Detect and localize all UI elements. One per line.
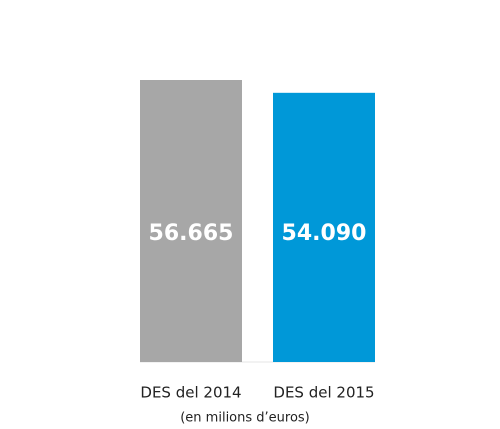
x-tick-label: DES del 2015 [273,384,374,402]
bar [140,80,242,362]
x-axis-label: (en milions d’euros) [180,411,310,426]
value-label: 56.665 [149,221,234,246]
bar [273,92,375,362]
value-label: 54.090 [282,221,367,246]
x-tick-label: DES del 2014 [140,384,241,402]
